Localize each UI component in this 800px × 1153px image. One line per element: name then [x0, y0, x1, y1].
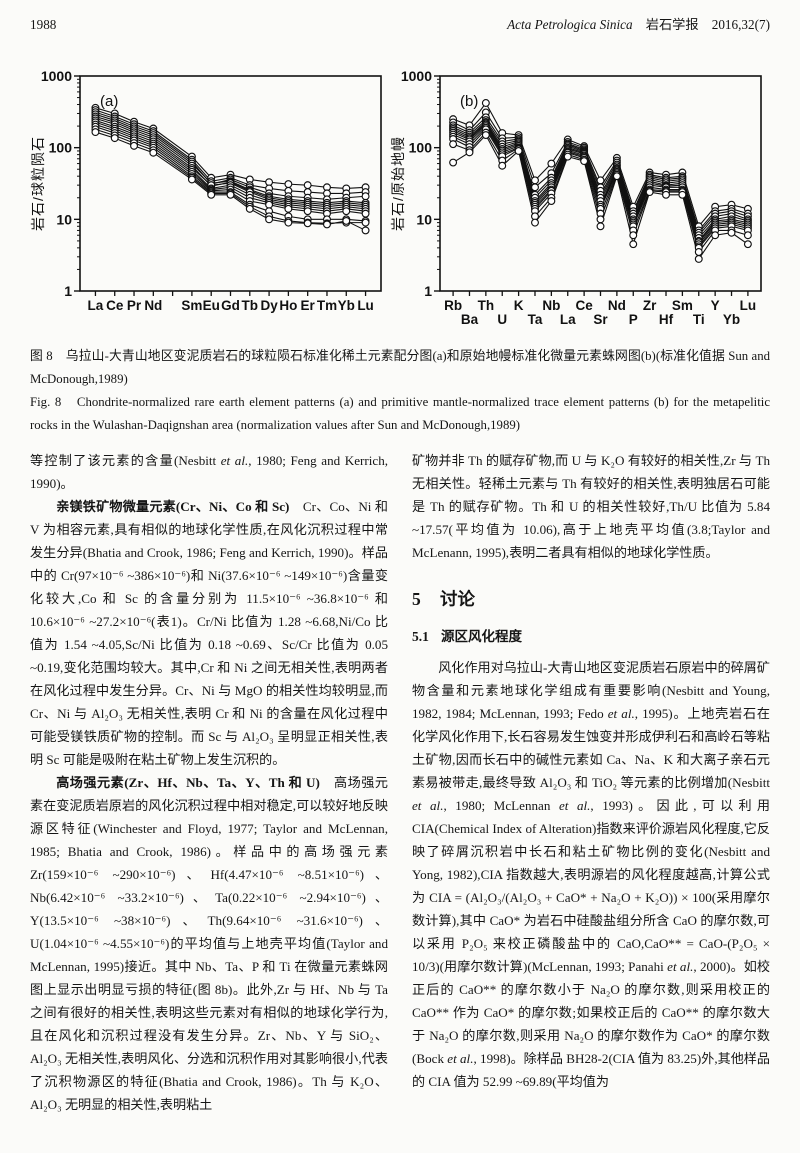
text-run: et al.: [607, 706, 635, 722]
svg-text:100: 100: [409, 140, 433, 156]
text-run: 岩石学报 2016,32(7): [632, 17, 770, 32]
svg-text:Yb: Yb: [723, 312, 740, 327]
right-column: 矿物并非 Th 的赋存矿物,而 U 与 K₂O 有较好的相关性,Zr 与 Th …: [412, 449, 770, 1116]
paragraph: 等控制了该元素的含量(Nesbitt et al., 1980; Feng an…: [30, 449, 388, 495]
svg-text:La: La: [560, 312, 576, 327]
figure-8-charts: 1 10 100 1000 La Ce Pr Nd Sm Eu Gd Tb Dy Ho Er Tm Yb Lu (a…: [30, 67, 770, 339]
svg-text:(b): (b): [460, 93, 478, 110]
section-title: 讨论: [440, 589, 475, 610]
svg-text:1000: 1000: [401, 68, 432, 84]
svg-text:U: U: [497, 312, 507, 327]
svg-text:Zr: Zr: [643, 298, 657, 313]
text-run: , 1980; McLennan: [443, 798, 559, 814]
svg-text:Sr: Sr: [593, 312, 608, 327]
chart-a-ree-spider-diagram: 1 10 100 1000 La Ce Pr Nd Sm Eu Gd Tb Dy Ho Er Tm Yb Lu (a…: [30, 68, 382, 313]
section-5-heading: 5 讨论: [412, 588, 770, 611]
left-column: 等控制了该元素的含量(Nesbitt et al., 1980; Feng an…: [30, 449, 388, 1116]
svg-text:Ce: Ce: [106, 298, 124, 313]
svg-text:La: La: [88, 298, 104, 313]
svg-text:1: 1: [424, 283, 432, 299]
svg-text:Lu: Lu: [740, 298, 757, 313]
text-run: 风化作用对乌拉山-大青山地区变泥质岩石原岩中的碎屑矿物含量和元素地球化学组成有重…: [412, 660, 770, 722]
svg-text:10: 10: [416, 211, 432, 227]
svg-text:Y: Y: [711, 298, 720, 313]
svg-text:Ce: Ce: [575, 298, 593, 313]
svg-text:Hf: Hf: [659, 312, 674, 327]
text-run: , 1998)。除样品 BH28-2(CIA 值为 83.25)外,其他样品的 …: [412, 1051, 770, 1090]
svg-text:Pr: Pr: [127, 298, 142, 313]
text-run: 矿物并非 Th 的赋存矿物,而 U 与 K₂O 有较好的相关性,Zr 与 Th …: [412, 453, 770, 561]
svg-text:P: P: [629, 312, 638, 327]
text-run: et al.: [447, 1051, 474, 1067]
section-number: 5: [412, 589, 421, 610]
svg-text:Tm: Tm: [317, 298, 337, 313]
svg-text:Lu: Lu: [357, 298, 374, 313]
paragraph: 矿物并非 Th 的赋存矿物,而 U 与 K₂O 有较好的相关性,Zr 与 Th …: [412, 449, 770, 564]
svg-text:Sm: Sm: [181, 298, 202, 313]
journal-line: Acta Petrologica Sinica 岩石学报 2016,32(7): [507, 14, 770, 33]
svg-text:10: 10: [56, 211, 72, 227]
text-run: 等控制了该元素的含量(Nesbitt: [30, 453, 221, 469]
text-run: et al.: [220, 453, 249, 469]
text-run: Cr、Co、Ni 和 V 为相容元素,具有相似的地球化学性质,在风化沉积过程中常…: [30, 499, 388, 768]
paragraph: 亲镁铁矿物微量元素(Cr、Ni、Co 和 Sc) Cr、Co、Ni 和 V 为相…: [30, 495, 388, 771]
text-run: 高场强元素在变泥质岩原岩的风化沉积过程中相对稳定,可以较好地反映源区特征(Win…: [30, 775, 388, 1113]
svg-text:Nd: Nd: [144, 298, 162, 313]
subsection-title: 源区风化程度: [441, 629, 523, 645]
text-run: et al.: [412, 798, 444, 814]
paragraph: 高场强元素(Zr、Hf、Nb、Ta、Y、Th 和 U) 高场强元素在变泥质岩原岩…: [30, 771, 388, 1116]
svg-text:Ti: Ti: [693, 312, 705, 327]
svg-text:Yb: Yb: [338, 298, 355, 313]
svg-text:Nd: Nd: [608, 298, 626, 313]
svg-text:Nb: Nb: [542, 298, 560, 313]
right-column-bottom: 风化作用对乌拉山-大青山地区变泥质岩石原岩中的碎屑矿物含量和元素地球化学组成有重…: [412, 656, 770, 1093]
svg-text:Ho: Ho: [279, 298, 297, 313]
page-header: 1988 Acta Petrologica Sinica 岩石学报 2016,3…: [30, 14, 770, 33]
text-run: , 1980; Feng and Kerrich, 1990)。: [30, 453, 389, 492]
figure-8: 1 10 100 1000 La Ce Pr Nd Sm Eu Gd Tb Dy Ho Er Tm Yb Lu (a…: [30, 67, 770, 437]
section-5-1-heading: 5.1 源区风化程度: [412, 625, 770, 648]
figure-caption-chinese: 图 8 乌拉山-大青山地区变泥质岩石的球粒陨石标准化稀土元素配分图(a)和原始地…: [30, 349, 770, 387]
svg-text:1000: 1000: [41, 68, 72, 84]
text-run: et al.: [558, 798, 591, 814]
right-column-top: 矿物并非 Th 的赋存矿物,而 U 与 K₂O 有较好的相关性,Zr 与 Th …: [412, 449, 770, 564]
svg-text:Th: Th: [478, 298, 495, 313]
run-in-heading: 亲镁铁矿物微量元素(Cr、Ni、Co 和 Sc): [56, 499, 290, 515]
svg-text:1: 1: [64, 283, 72, 299]
run-in-heading: 高场强元素(Zr、Hf、Nb、Ta、Y、Th 和 U): [56, 775, 320, 791]
svg-text:Tb: Tb: [242, 298, 258, 313]
paragraph: 风化作用对乌拉山-大青山地区变泥质岩石原岩中的碎屑矿物含量和元素地球化学组成有重…: [412, 656, 770, 1093]
subsection-number: 5.1: [412, 629, 429, 645]
svg-text:Ba: Ba: [461, 312, 479, 327]
figure-caption-english: Fig. 8 Chondrite-normalized rare earth e…: [30, 395, 770, 433]
text-run: , 1995)。上地壳岩石在化学风化作用下,长石容易发生蚀变并形成伊利石和高岭石…: [412, 706, 770, 791]
text-run: , 2000)。如校正后的 CaO** 的摩尔数小于 Na₂O 的摩尔数,则采用…: [412, 959, 770, 1067]
svg-text:Eu: Eu: [203, 298, 220, 313]
text-run: Acta Petrologica Sinica: [507, 17, 633, 32]
svg-text:Gd: Gd: [221, 298, 240, 313]
svg-text:Er: Er: [301, 298, 316, 313]
svg-text:Rb: Rb: [444, 298, 462, 313]
svg-text:100: 100: [49, 140, 73, 156]
svg-text:岩石/球粒陨石: 岩石/球粒陨石: [30, 136, 46, 231]
text-run: , 1993)。因此,可以利用 CIA(Chemical Index of Al…: [412, 798, 770, 975]
svg-text:Sm: Sm: [672, 298, 693, 313]
svg-text:Ta: Ta: [528, 312, 543, 327]
svg-text:Dy: Dy: [260, 298, 278, 313]
svg-text:(a): (a): [100, 93, 118, 110]
svg-text:岩石/原始地幔: 岩石/原始地幔: [390, 136, 406, 231]
text-run: et al.: [667, 959, 694, 975]
page-number: 1988: [30, 17, 57, 32]
svg-text:K: K: [514, 298, 524, 313]
body-columns: 等控制了该元素的含量(Nesbitt et al., 1980; Feng an…: [30, 449, 770, 1116]
